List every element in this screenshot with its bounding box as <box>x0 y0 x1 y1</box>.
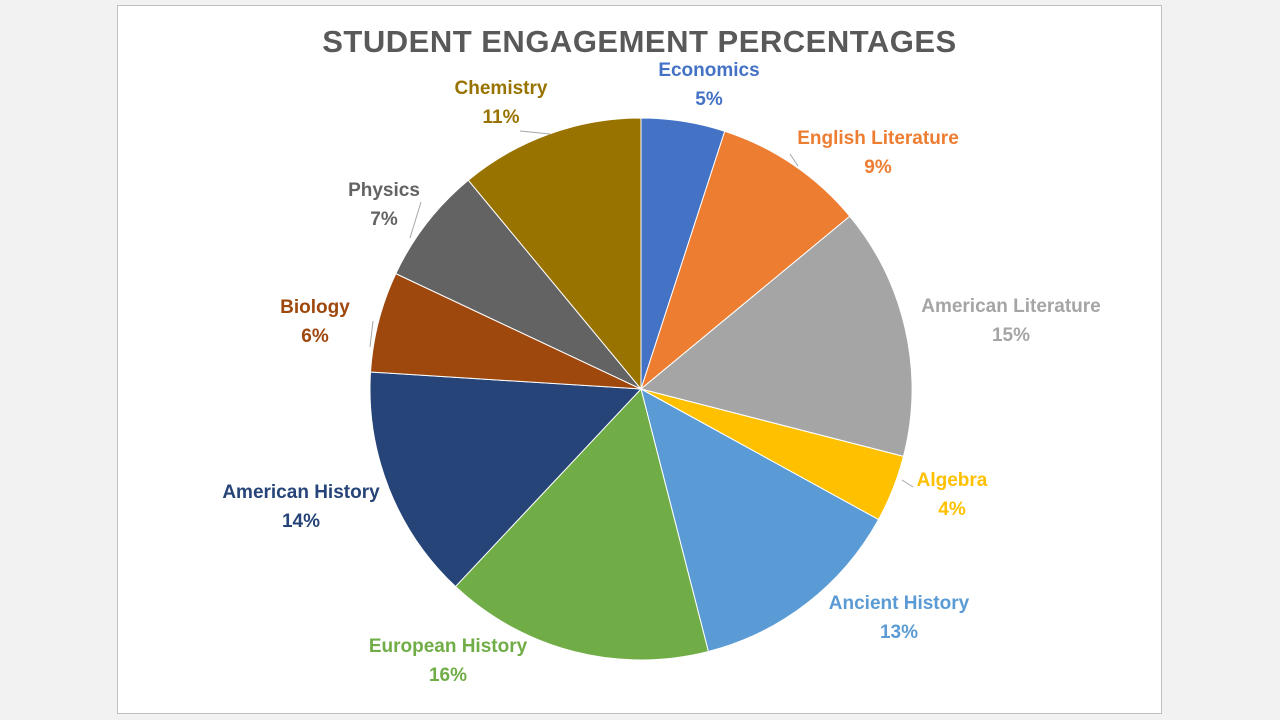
slice-label-name: English Literature <box>797 128 959 149</box>
slice-label-name: Physics <box>348 180 420 201</box>
leader-line <box>409 201 422 239</box>
slice-labels: Economics 5% English Literature 9% American … <box>222 60 1100 686</box>
slice-label-name: American History <box>222 482 380 503</box>
slice-label-value: 11% <box>483 107 520 128</box>
slice-label-name: Ancient History <box>829 593 970 614</box>
slice-label: English Literature 9% <box>797 128 959 178</box>
slice-label: American History 14% <box>222 482 380 532</box>
slice-label-name: Chemistry <box>455 78 548 99</box>
slice-label-value: 4% <box>938 499 966 520</box>
pie-slice-american-history <box>369 371 643 588</box>
slice-label-name: European History <box>369 636 528 657</box>
slice-label: Physics 7% <box>348 180 420 230</box>
slice-label-value: 13% <box>880 622 918 643</box>
slice-label-value: 16% <box>429 665 467 686</box>
slice-label-name: Economics <box>658 60 759 81</box>
slice-label-name: Algebra <box>917 470 988 491</box>
leader-line <box>789 153 799 167</box>
pie-slices <box>369 117 913 661</box>
slice-label: European History 16% <box>369 636 528 686</box>
chart-area: STUDENT ENGAGEMENT PERCENTAGES Economics… <box>117 5 1162 714</box>
slice-label-name: Biology <box>280 297 350 318</box>
slice-label-value: 15% <box>992 325 1030 346</box>
chart-title: STUDENT ENGAGEMENT PERCENTAGES <box>322 24 957 59</box>
slice-label: Biology 6% <box>280 297 350 347</box>
pie-slice-ancient-history <box>640 388 880 653</box>
slice-label-name: American Literature <box>921 296 1101 317</box>
leader-lines <box>369 130 914 488</box>
slice-label: Economics 5% <box>658 60 759 110</box>
pie-slice-physics <box>395 179 642 390</box>
slice-label-value: 14% <box>282 511 320 532</box>
slice-label-value: 7% <box>370 209 398 230</box>
leader-line <box>369 320 374 348</box>
slice-label-value: 6% <box>301 326 329 347</box>
leader-line <box>519 130 551 135</box>
slice-label: Chemistry 11% <box>455 78 548 128</box>
pie-slice-english-literature <box>639 130 851 391</box>
slice-label: American Literature 15% <box>921 296 1101 346</box>
pie-chart: Economics 5% English Literature 9% American … <box>222 60 1100 686</box>
pie-slice-american-literature <box>639 215 913 458</box>
slice-label-value: 5% <box>695 89 723 110</box>
pie-slice-european-history <box>454 387 710 661</box>
slice-label: Ancient History 13% <box>829 593 970 643</box>
slice-label: Algebra 4% <box>917 470 988 520</box>
slice-label-value: 9% <box>864 157 892 178</box>
leader-line <box>901 479 914 488</box>
